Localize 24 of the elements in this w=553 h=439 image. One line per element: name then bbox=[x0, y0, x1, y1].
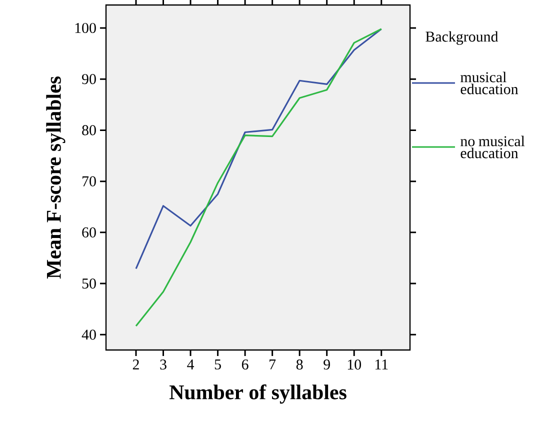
x-tick-label: 5 bbox=[214, 360, 221, 370]
x-tick-label: 9 bbox=[324, 360, 330, 370]
y-tick-label: 100 bbox=[75, 22, 96, 34]
x-tick-label: 2 bbox=[132, 360, 139, 370]
y-tick-label: 90 bbox=[82, 74, 96, 84]
x-tick-label: 11 bbox=[375, 360, 388, 370]
x-tick-label: 10 bbox=[348, 360, 362, 370]
y-axis-title: Mean F-score syllables bbox=[46, 76, 66, 279]
x-axis-title: Number of syllables bbox=[169, 384, 346, 404]
y-tick-label: 50 bbox=[82, 278, 96, 289]
x-tick-label: 6 bbox=[242, 360, 248, 370]
legend-title: Background bbox=[426, 31, 498, 45]
x-tick-label: 4 bbox=[187, 360, 194, 370]
line-series bbox=[135, 28, 382, 270]
legend-label: musical education bbox=[460, 72, 518, 94]
y-tick-label: 60 bbox=[82, 227, 96, 238]
line-series bbox=[135, 28, 382, 327]
x-tick-label: 8 bbox=[296, 360, 303, 370]
y-tick-label: 40 bbox=[82, 330, 96, 340]
x-tick-label: 7 bbox=[270, 360, 276, 370]
y-tick-label: 80 bbox=[82, 125, 96, 136]
legend-label: no musical education bbox=[460, 136, 525, 158]
y-tick-label: 70 bbox=[82, 176, 96, 186]
x-tick-label: 3 bbox=[160, 360, 166, 370]
